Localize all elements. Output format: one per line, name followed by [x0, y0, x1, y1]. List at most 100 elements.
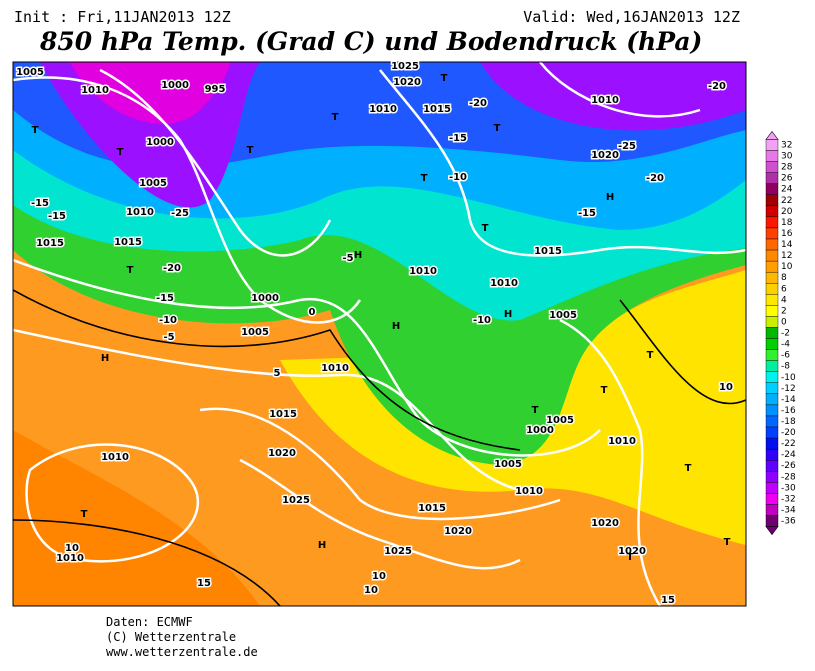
colorbar-label: 14 — [781, 240, 793, 250]
colorbar-label: -30 — [781, 483, 796, 493]
colorbar-cell — [765, 504, 779, 516]
contour-label: 1015 — [36, 238, 64, 249]
pressure-center: T — [647, 350, 654, 361]
colorbar-label: 30 — [781, 152, 793, 162]
colorbar-label: 28 — [781, 163, 793, 173]
colorbar-label: -22 — [781, 439, 796, 449]
contour-label: -10 — [449, 172, 467, 183]
contour-label: 1025 — [391, 61, 419, 72]
contour-label: 1015 — [534, 246, 562, 257]
contour-label: -15 — [48, 211, 66, 222]
colorbar-cell — [765, 205, 779, 218]
pressure-center: T — [127, 265, 134, 276]
pressure-center: T — [332, 112, 339, 123]
contour-label: 1000 — [146, 137, 174, 148]
contour-label: 0 — [309, 307, 316, 318]
colorbar-label: -26 — [781, 461, 796, 471]
colorbar-cell — [765, 338, 779, 350]
colorbar-label: -36 — [781, 517, 796, 527]
contour-label: 1010 — [369, 104, 397, 115]
contour-label: -15 — [156, 293, 174, 304]
credit-line: (C) Wetterzentrale — [106, 630, 236, 644]
colorbar-cell — [765, 448, 779, 461]
isobars — [13, 62, 746, 606]
field-purple — [40, 62, 746, 208]
colorbar-cell — [765, 139, 779, 151]
contour-label: 1020 — [444, 526, 472, 537]
contour-label: 10 — [719, 382, 733, 393]
pressure-center: T — [685, 463, 692, 474]
contour-label: -10 — [473, 315, 491, 326]
colorbar-label: -34 — [781, 505, 796, 515]
colorbar-cell — [765, 360, 779, 372]
contour-label: -20 — [163, 263, 181, 274]
colorbar-label: 6 — [781, 284, 787, 294]
colorbar-label: -4 — [781, 340, 790, 350]
colorbar-label: 16 — [781, 229, 793, 239]
colorbar-cell — [765, 238, 779, 251]
colorbar-label: -12 — [781, 384, 796, 394]
colorbar-cell — [765, 404, 779, 417]
colorbar-cell — [765, 172, 779, 184]
contour-label: 1025 — [384, 546, 412, 557]
contour-label: 1005 — [16, 67, 44, 78]
pressure-center: T — [421, 173, 428, 184]
colorbar-label: 10 — [781, 262, 793, 272]
contour-label: 10 — [65, 543, 79, 554]
contour-label: 10 — [372, 571, 386, 582]
colorbar-label: -28 — [781, 472, 796, 482]
contour-label: 15 — [661, 595, 675, 606]
contour-label: 1015 — [423, 104, 451, 115]
pressure-center: T — [81, 509, 88, 520]
colorbar-label: -2 — [781, 329, 790, 339]
contour-label: 1005 — [546, 415, 574, 426]
contour-label: 1010 — [56, 553, 84, 564]
colorbar-cell — [765, 471, 779, 483]
colorbar-cell — [765, 316, 779, 328]
colorbar-label: -8 — [781, 362, 790, 372]
contour-label: 1000 — [161, 80, 189, 91]
colorbar-cell — [765, 482, 779, 494]
contour-label: 10 — [364, 585, 378, 596]
colorbar-label: 20 — [781, 207, 793, 217]
contour-label: 1005 — [241, 327, 269, 338]
colorbar-cell — [765, 161, 779, 173]
contour-label: 1000 — [251, 293, 279, 304]
contour-label: -20 — [646, 173, 664, 184]
colorbar-label: -16 — [781, 406, 796, 416]
colorbar-cell — [765, 183, 779, 195]
contour-label: 1010 — [591, 95, 619, 106]
contour-label: 1010 — [101, 452, 129, 463]
contour-label: 1010 — [409, 266, 437, 277]
colorbar-label: 18 — [781, 218, 793, 228]
credit-line: www.wetterzentrale.de — [106, 645, 258, 659]
colorbar-label: -24 — [781, 450, 796, 460]
colorbar-label: 12 — [781, 251, 792, 261]
contour-label: 1015 — [114, 237, 142, 248]
pressure-center: H — [392, 321, 400, 332]
colorbar-cell — [765, 426, 779, 439]
pressure-center: T — [482, 223, 489, 234]
colorbar-cell — [765, 371, 779, 383]
colorbar-cell — [765, 150, 779, 162]
colorbar-cell — [765, 437, 779, 450]
colorbar-label: 32 — [781, 141, 792, 151]
contour-label: -10 — [159, 315, 177, 326]
contour-label: 5 — [274, 368, 281, 379]
colorbar-label: -10 — [781, 373, 796, 383]
colorbar-label: 8 — [781, 273, 787, 283]
colorbar-cell — [765, 216, 779, 229]
colorbar-cell — [765, 493, 779, 505]
contour-label: -5 — [342, 253, 353, 264]
contour-label: 1020 — [268, 448, 296, 459]
contour-label: -25 — [171, 208, 189, 219]
contour-label: 1000 — [526, 425, 554, 436]
colorbar-cell — [765, 249, 779, 262]
field-magenta — [70, 62, 230, 124]
pressure-center: T — [32, 125, 39, 136]
map-frame — [12, 61, 747, 607]
contour-label: 1010 — [126, 207, 154, 218]
contour-label: 1020 — [618, 546, 646, 557]
pressure-center: T — [627, 552, 634, 563]
